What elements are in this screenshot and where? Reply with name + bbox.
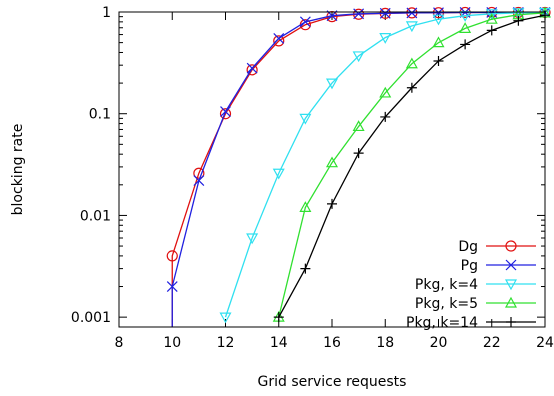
legend-marker: [505, 259, 517, 271]
legend-label: Pkg, k=4: [415, 277, 478, 293]
legend-marker: [505, 240, 517, 252]
legend-item: Pkg, k=14: [406, 315, 536, 331]
x-tick-label: 10: [163, 335, 181, 351]
data-point: [273, 312, 284, 323]
legend-label: Pkg, k=14: [406, 315, 478, 331]
legend-item: Pg: [461, 258, 536, 274]
legend-label: Pg: [461, 258, 478, 274]
y-tick-label: 0.01: [80, 208, 111, 224]
series-line: [278, 14, 546, 318]
data-point: [352, 51, 365, 63]
legend-label: Pkg, k=5: [415, 296, 478, 312]
series-layer: [166, 6, 552, 327]
series-line: [278, 12, 546, 318]
data-point: [193, 167, 205, 179]
data-point: [432, 14, 445, 26]
data-point: [327, 198, 337, 209]
x-tick-label: 20: [430, 335, 448, 351]
data-point: [273, 32, 285, 44]
data-point: [299, 113, 312, 125]
y-axis-label: blocking rate: [10, 124, 26, 216]
legend-label: Dg: [458, 239, 478, 255]
data-point: [405, 57, 418, 69]
data-point: [486, 25, 497, 36]
data-point: [246, 62, 258, 74]
data-point: [299, 16, 311, 28]
series-line: [224, 11, 546, 318]
data-point: [406, 7, 418, 19]
data-point: [433, 7, 444, 19]
data-point: [246, 64, 258, 76]
data-point: [353, 148, 364, 159]
legend: Dg Pg Pkg, k=4 Pkg, k=5 Pkg, k=14: [406, 239, 536, 331]
y-tick-label: 0.001: [71, 310, 111, 326]
data-point: [353, 8, 365, 20]
data-point: [220, 106, 231, 117]
data-point: [406, 82, 417, 93]
data-point: [325, 78, 339, 90]
legend-item: Pkg, k=5: [415, 296, 536, 312]
data-point: [166, 281, 178, 292]
data-point: [433, 55, 444, 66]
data-point: [513, 15, 524, 26]
data-point: [352, 120, 365, 132]
axis-ticks: 8 10 12 14 16 18 20 22 24 0.001 0.01 0.1 1: [71, 5, 554, 351]
x-tick-label: 8: [115, 335, 124, 351]
x-tick-label: 14: [270, 335, 288, 351]
data-point: [379, 33, 392, 44]
data-point: [485, 9, 498, 21]
data-point: [272, 168, 285, 180]
legend-marker: [504, 279, 518, 291]
y-tick-label: 1: [102, 5, 111, 21]
data-point: [379, 7, 391, 19]
data-point: [219, 108, 232, 120]
data-point: [273, 35, 285, 47]
data-point: [405, 21, 418, 33]
series-2: [219, 7, 552, 324]
legend-item: Pkg, k=4: [415, 277, 536, 293]
data-point: [246, 233, 259, 245]
series-3: [272, 6, 552, 322]
data-point: [325, 156, 339, 168]
series-line: [171, 11, 545, 327]
x-tick-label: 24: [536, 335, 554, 351]
legend-marker: [504, 296, 518, 308]
data-point: [166, 250, 178, 262]
legend-marker: [506, 317, 516, 327]
data-point: [460, 39, 471, 50]
data-point: [299, 201, 312, 212]
data-point: [485, 12, 498, 24]
data-point: [379, 86, 392, 98]
data-point: [459, 22, 472, 33]
y-tick-label: 0.1: [89, 107, 111, 123]
x-tick-label: 22: [483, 335, 501, 351]
series-line: [171, 11, 545, 327]
data-point: [300, 263, 311, 274]
data-point: [380, 111, 391, 122]
x-axis-label: Grid service requests: [258, 374, 407, 390]
legend-item: Dg: [458, 239, 536, 255]
x-tick-label: 12: [217, 335, 235, 351]
plot-frame: [118, 11, 546, 328]
data-point: [432, 36, 445, 48]
data-point: [219, 312, 232, 324]
data-point: [193, 175, 205, 187]
series-4: [273, 10, 550, 323]
x-tick-label: 16: [323, 335, 341, 351]
x-tick-label: 18: [376, 335, 394, 351]
